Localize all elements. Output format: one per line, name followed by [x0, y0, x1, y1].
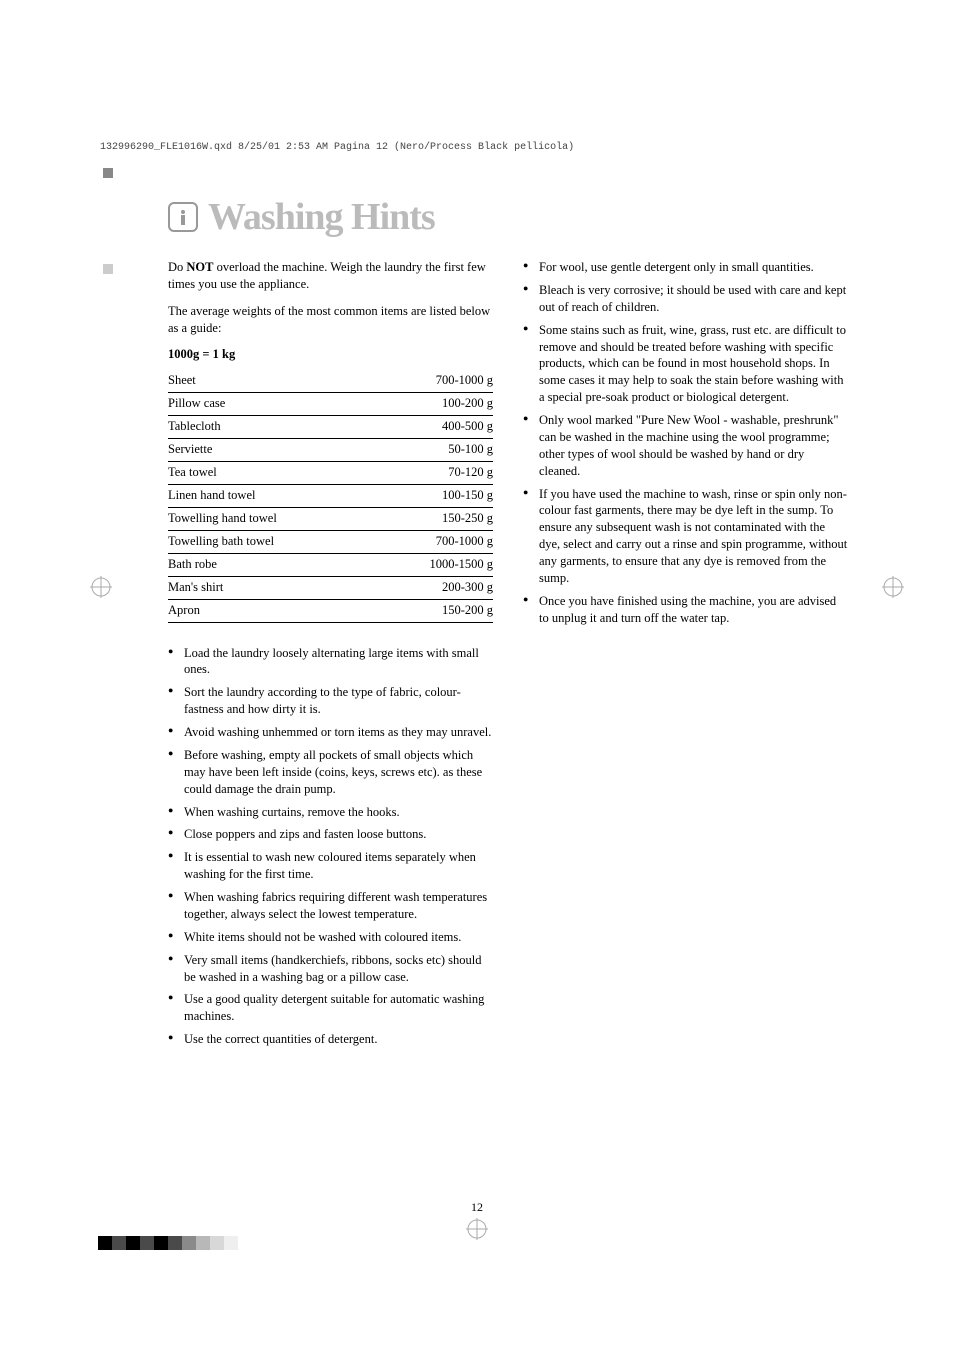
- weight-cell: 200-300 g: [373, 576, 493, 599]
- weight-cell: 50-100 g: [373, 438, 493, 461]
- intro-text: Do NOT overload the machine. Weigh the l…: [168, 259, 493, 293]
- color-swatch: [210, 1236, 224, 1250]
- table-row: Towelling hand towel150-250 g: [168, 507, 493, 530]
- color-swatch: [112, 1236, 126, 1250]
- item-cell: Man's shirt: [168, 576, 373, 599]
- weight-cell: 700-1000 g: [373, 530, 493, 553]
- item-cell: Towelling hand towel: [168, 507, 373, 530]
- table-row: Tablecloth400-500 g: [168, 415, 493, 438]
- list-item: Some stains such as fruit, wine, grass, …: [523, 322, 848, 406]
- item-cell: Tea towel: [168, 461, 373, 484]
- page-number: 12: [0, 1200, 954, 1215]
- registration-mark: [882, 576, 904, 598]
- item-cell: Towelling bath towel: [168, 530, 373, 553]
- conversion-text: 1000g = 1 kg: [168, 347, 493, 362]
- item-cell: Pillow case: [168, 392, 373, 415]
- color-calibration-bar: [98, 1236, 238, 1250]
- color-swatch: [182, 1236, 196, 1250]
- list-item: For wool, use gentle detergent only in s…: [523, 259, 848, 276]
- list-item: Only wool marked "Pure New Wool - washab…: [523, 412, 848, 480]
- table-row: Man's shirt200-300 g: [168, 576, 493, 599]
- list-item: It is essential to wash new coloured ite…: [168, 849, 493, 883]
- list-item: Close poppers and zips and fasten loose …: [168, 826, 493, 843]
- color-swatch: [140, 1236, 154, 1250]
- weight-cell: 70-120 g: [373, 461, 493, 484]
- list-item: Avoid washing unhemmed or torn items as …: [168, 724, 493, 741]
- item-cell: Tablecloth: [168, 415, 373, 438]
- crop-mark: [103, 264, 113, 274]
- table-row: Tea towel70-120 g: [168, 461, 493, 484]
- table-row: Pillow case100-200 g: [168, 392, 493, 415]
- list-item: White items should not be washed with co…: [168, 929, 493, 946]
- title-row: Washing Hints: [168, 195, 848, 239]
- info-icon: [168, 202, 198, 232]
- list-item: Bleach is very corrosive; it should be u…: [523, 282, 848, 316]
- list-item: Very small items (handkerchiefs, ribbons…: [168, 952, 493, 986]
- table-row: Linen hand towel100-150 g: [168, 484, 493, 507]
- table-row: Serviette50-100 g: [168, 438, 493, 461]
- list-item: When washing fabrics requiring different…: [168, 889, 493, 923]
- list-item: Load the laundry loosely alternating lar…: [168, 645, 493, 679]
- item-cell: Serviette: [168, 438, 373, 461]
- color-swatch: [168, 1236, 182, 1250]
- color-swatch: [154, 1236, 168, 1250]
- list-item: Use a good quality detergent suitable fo…: [168, 991, 493, 1025]
- right-column: For wool, use gentle detergent only in s…: [523, 259, 848, 1054]
- table-row: Towelling bath towel700-1000 g: [168, 530, 493, 553]
- page-title: Washing Hints: [208, 195, 435, 239]
- page-content: Washing Hints Do NOT overload the machin…: [168, 195, 848, 1054]
- weight-cell: 400-500 g: [373, 415, 493, 438]
- item-cell: Apron: [168, 599, 373, 622]
- color-swatch: [98, 1236, 112, 1250]
- left-bullets: Load the laundry loosely alternating lar…: [168, 645, 493, 1049]
- columns: Do NOT overload the machine. Weigh the l…: [168, 259, 848, 1054]
- weight-cell: 100-200 g: [373, 392, 493, 415]
- weight-cell: 700-1000 g: [373, 370, 493, 393]
- right-bullets: For wool, use gentle detergent only in s…: [523, 259, 848, 627]
- item-cell: Linen hand towel: [168, 484, 373, 507]
- table-row: Apron150-200 g: [168, 599, 493, 622]
- weight-cell: 150-250 g: [373, 507, 493, 530]
- intro-text: The average weights of the most common i…: [168, 303, 493, 337]
- weights-table: Sheet700-1000 gPillow case100-200 gTable…: [168, 370, 493, 623]
- list-item: When washing curtains, remove the hooks.: [168, 804, 493, 821]
- print-header: 132996290_FLE1016W.qxd 8/25/01 2:53 AM P…: [100, 142, 574, 153]
- list-item: If you have used the machine to wash, ri…: [523, 486, 848, 587]
- crop-mark: [103, 168, 113, 178]
- item-cell: Sheet: [168, 370, 373, 393]
- list-item: Once you have finished using the machine…: [523, 593, 848, 627]
- weight-cell: 100-150 g: [373, 484, 493, 507]
- item-cell: Bath robe: [168, 553, 373, 576]
- list-item: Use the correct quantities of detergent.: [168, 1031, 493, 1048]
- color-swatch: [126, 1236, 140, 1250]
- color-swatch: [224, 1236, 238, 1250]
- list-item: Before washing, empty all pockets of sma…: [168, 747, 493, 798]
- color-swatch: [196, 1236, 210, 1250]
- table-row: Sheet700-1000 g: [168, 370, 493, 393]
- registration-mark: [466, 1218, 488, 1240]
- weight-cell: 150-200 g: [373, 599, 493, 622]
- registration-mark: [90, 576, 112, 598]
- left-column: Do NOT overload the machine. Weigh the l…: [168, 259, 493, 1054]
- table-row: Bath robe1000-1500 g: [168, 553, 493, 576]
- list-item: Sort the laundry according to the type o…: [168, 684, 493, 718]
- weight-cell: 1000-1500 g: [373, 553, 493, 576]
